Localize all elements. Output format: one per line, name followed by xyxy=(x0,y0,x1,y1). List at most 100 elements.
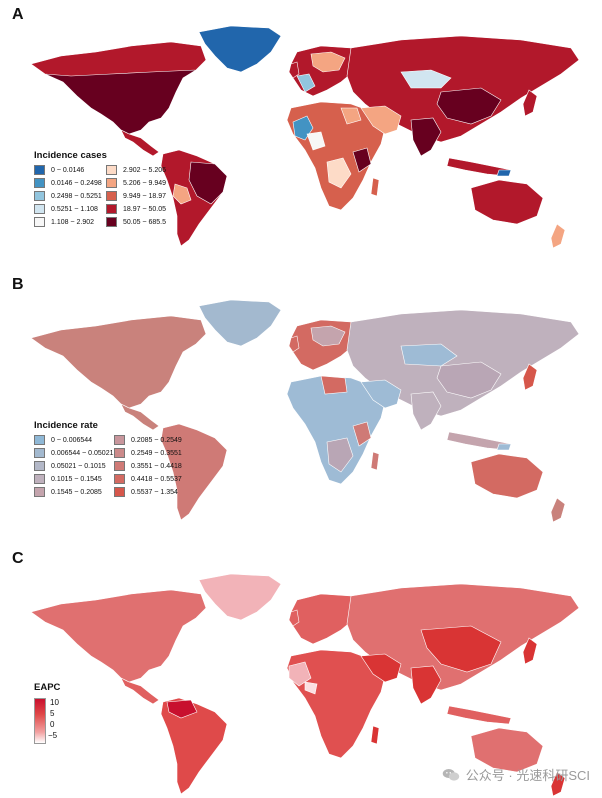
legend-item: 0.2085 ~ 0.2549 xyxy=(114,435,182,445)
region-greenland xyxy=(198,573,282,621)
wechat-icon xyxy=(442,768,460,781)
legend-tick: 0 xyxy=(50,720,55,729)
legend-swatch xyxy=(114,448,125,458)
legend-item: 1.108 ~ 2.902 xyxy=(34,217,94,227)
region-madagascar xyxy=(370,177,380,197)
legend-label: 0.2085 ~ 0.2549 xyxy=(131,436,182,444)
legend-item: 5.206 ~ 9.949 xyxy=(106,178,167,188)
region-china xyxy=(436,87,502,125)
region-west-africa-2 xyxy=(306,131,326,151)
world-map-incidence-cases xyxy=(30,25,580,249)
region-brazil xyxy=(188,161,228,205)
legend-item: 0 ~ 0.006544 xyxy=(34,435,100,445)
legend-item: 0.05021 ~ 0.1015 xyxy=(34,461,106,471)
region-new-zealand xyxy=(550,223,566,249)
legend-label: 0.5537 ~ 1.354 xyxy=(131,488,178,496)
legend-item: 9.949 ~ 18.97 xyxy=(106,191,166,201)
legend-label: 0.1015 ~ 0.1545 xyxy=(51,475,102,483)
legend-label: 0.4418 ~ 0.5537 xyxy=(131,475,182,483)
legend-item: 0 ~ 0.0146 xyxy=(34,165,92,175)
legend-swatch xyxy=(34,448,45,458)
region-australia xyxy=(470,179,544,225)
region-india xyxy=(410,391,442,431)
legend-swatch xyxy=(34,165,45,175)
legend-item: 0.4418 ~ 0.5537 xyxy=(114,474,182,484)
legend-swatch xyxy=(114,461,125,471)
region-southern-africa xyxy=(326,437,354,473)
legend-title: EAPC xyxy=(34,682,61,693)
legend-label: 0.006544 ~ 0.05021 xyxy=(51,449,114,457)
region-libya-egypt xyxy=(340,107,362,125)
panel-label-c: C xyxy=(12,550,24,567)
region-papua xyxy=(496,169,512,177)
panel-b: B Incidence rate xyxy=(0,272,602,534)
legend-label: 5.206 ~ 9.949 xyxy=(123,179,167,187)
region-venezuela xyxy=(166,699,198,719)
region-west-africa-lightest xyxy=(304,681,318,695)
watermark-text: 公众号 · 光速科研SCI xyxy=(465,768,590,783)
legend-item: 0.006544 ~ 0.05021 xyxy=(34,448,113,458)
legend-swatch xyxy=(34,487,45,497)
legend-item: 0.0146 ~ 0.2498 xyxy=(34,178,102,188)
panel-label-b: B xyxy=(12,276,24,293)
legend-gradient-bar xyxy=(34,698,46,744)
region-east-africa xyxy=(352,421,372,447)
legend-swatch xyxy=(106,191,117,201)
region-india xyxy=(410,665,442,705)
legend-tick: 10 xyxy=(50,698,59,707)
region-scandinavia xyxy=(310,51,346,73)
legend-label: 0.1545 ~ 0.2085 xyxy=(51,488,102,496)
legend-swatch xyxy=(34,191,45,201)
region-eastern-europe-small xyxy=(296,73,316,93)
region-north-america xyxy=(30,589,207,683)
legend-eapc: EAPC 10 5 0 −5 xyxy=(34,682,114,762)
legend-grid: 0 ~ 0.0146 2.902 ~ 5.206 0.0146 ~ 0.2498… xyxy=(34,165,167,227)
world-map-eapc xyxy=(30,573,580,797)
legend-label: 0.05021 ~ 0.1015 xyxy=(51,462,106,470)
legend-item: 0.5251 ~ 1.108 xyxy=(34,204,98,214)
legend-label: 0.3551 ~ 0.4418 xyxy=(131,462,182,470)
region-southern-africa xyxy=(326,157,352,189)
legend-label: 50.05 ~ 685.5 xyxy=(123,218,167,226)
legend-item: 0.2549 ~ 0.3551 xyxy=(114,448,182,458)
legend-swatch xyxy=(114,487,125,497)
panel-c: C EAPC 10 5 0 −5 xyxy=(0,546,602,798)
legend-title: Incidence cases xyxy=(34,150,107,161)
legend-swatch xyxy=(34,474,45,484)
legend-label: 0.5251 ~ 1.108 xyxy=(51,205,98,213)
region-china xyxy=(436,361,502,399)
legend-label: 18.97 ~ 50.05 xyxy=(123,205,167,213)
panel-a: A xyxy=(0,0,602,262)
legend-swatch xyxy=(106,178,117,188)
legend-label: 0 ~ 0.006544 xyxy=(51,436,93,444)
legend-label: 2.902 ~ 5.206 xyxy=(123,166,167,174)
legend-swatch xyxy=(114,435,125,445)
region-australia xyxy=(470,453,544,499)
legend-tick: 5 xyxy=(50,709,55,718)
legend-item: 50.05 ~ 685.5 xyxy=(106,217,167,227)
legend-swatch xyxy=(114,474,125,484)
region-india xyxy=(410,117,442,157)
legend-swatch xyxy=(34,217,45,227)
region-indonesia xyxy=(446,705,512,725)
region-madagascar xyxy=(370,725,380,745)
legend-item: 18.97 ~ 50.05 xyxy=(106,204,167,214)
region-canada xyxy=(30,41,207,77)
region-kazakhstan xyxy=(400,69,452,89)
legend-label: 0.2498 ~ 0.5251 xyxy=(51,192,102,200)
legend-incidence-rate: Incidence rate 0 ~ 0.006544 0.2085 ~ 0.2… xyxy=(34,420,182,497)
legend-item: 0.1015 ~ 0.1545 xyxy=(34,474,102,484)
legend-title: Incidence rate xyxy=(34,420,98,431)
legend-swatch xyxy=(106,217,117,227)
legend-swatch xyxy=(106,204,117,214)
region-greenland xyxy=(198,25,282,73)
legend-label: 0.0146 ~ 0.2498 xyxy=(51,179,102,187)
legend-item: 0.3551 ~ 0.4418 xyxy=(114,461,182,471)
legend-label: 0 ~ 0.0146 xyxy=(51,166,85,174)
legend-swatch xyxy=(106,165,117,175)
region-papua xyxy=(496,443,512,451)
legend-item: 0.2498 ~ 0.5251 xyxy=(34,191,102,201)
legend-item: 0.1545 ~ 0.2085 xyxy=(34,487,102,497)
region-east-africa xyxy=(352,147,372,173)
legend-swatch xyxy=(34,204,45,214)
